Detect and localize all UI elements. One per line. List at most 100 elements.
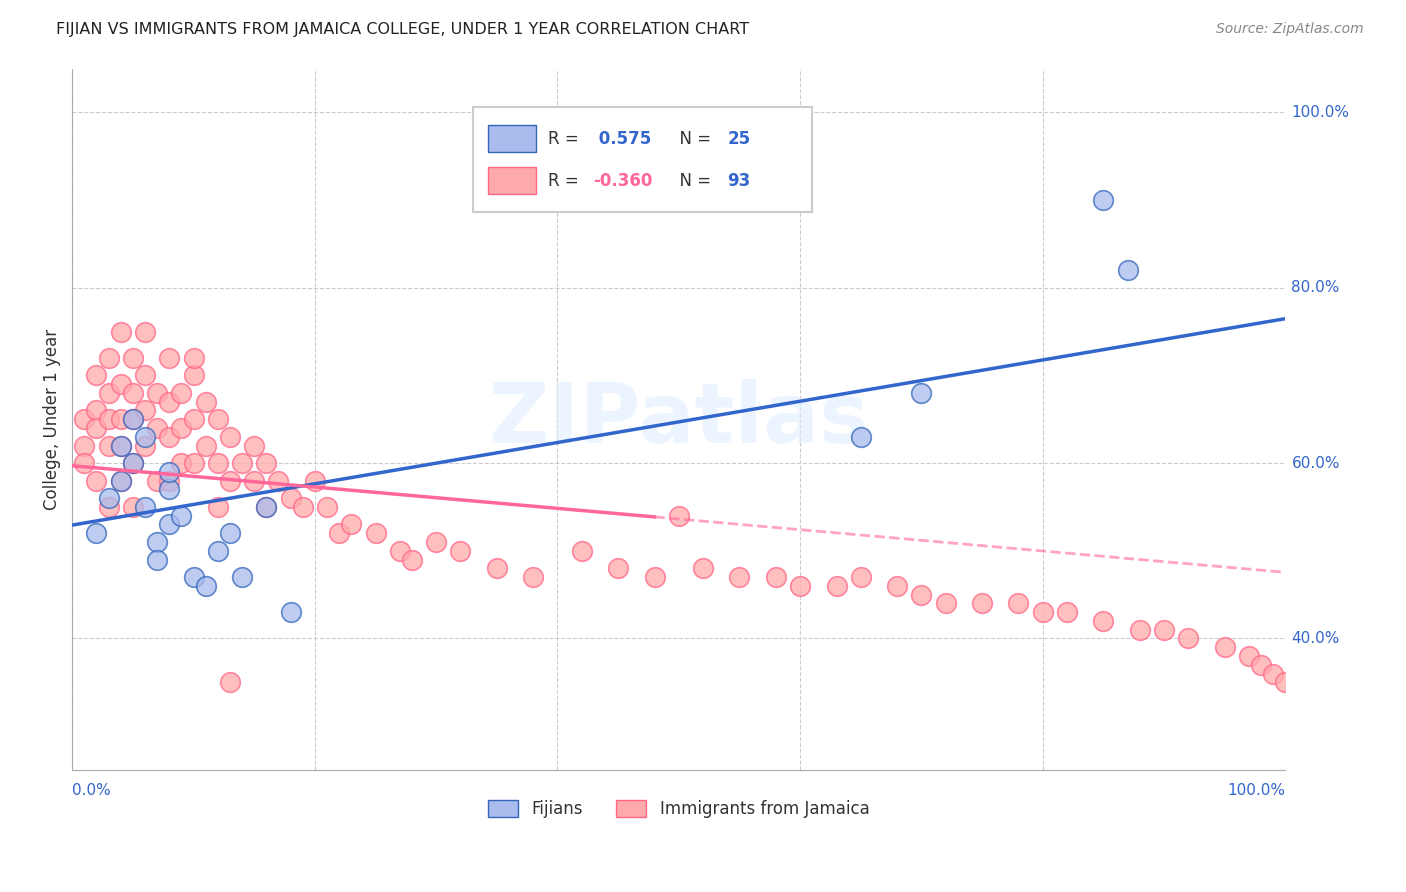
Text: Source: ZipAtlas.com: Source: ZipAtlas.com [1216, 22, 1364, 37]
Point [207, 543, 229, 558]
Point [146, 421, 169, 435]
Point [122, 412, 145, 426]
Point [183, 351, 205, 365]
Point [364, 526, 387, 541]
Point [388, 543, 411, 558]
FancyBboxPatch shape [488, 167, 536, 194]
Point [110, 412, 132, 426]
Text: FIJIAN VS IMMIGRANTS FROM JAMAICA COLLEGE, UNDER 1 YEAR CORRELATION CHART: FIJIAN VS IMMIGRANTS FROM JAMAICA COLLEG… [56, 22, 749, 37]
Point [73, 456, 96, 470]
Point [134, 368, 156, 383]
Point [73, 439, 96, 453]
Point [340, 517, 363, 532]
Point [1250, 657, 1272, 672]
Point [157, 351, 180, 365]
Point [401, 552, 423, 566]
Point [146, 535, 169, 549]
Point [86, 368, 108, 383]
Y-axis label: College, Under 1 year: College, Under 1 year [44, 328, 60, 510]
Point [231, 570, 253, 584]
Point [134, 439, 156, 453]
Point [110, 377, 132, 392]
Point [1092, 614, 1115, 628]
Point [122, 386, 145, 401]
Point [1129, 623, 1152, 637]
Point [825, 579, 848, 593]
Point [207, 456, 229, 470]
Point [170, 456, 193, 470]
Point [449, 543, 471, 558]
Point [1153, 623, 1175, 637]
Point [485, 561, 508, 575]
Point [304, 474, 326, 488]
Point [1116, 263, 1139, 277]
Text: 100.0%: 100.0% [1292, 105, 1350, 120]
Point [183, 368, 205, 383]
Point [110, 325, 132, 339]
Point [157, 474, 180, 488]
Point [194, 394, 217, 409]
Point [86, 474, 108, 488]
Text: N =: N = [669, 129, 717, 148]
Point [1007, 596, 1029, 610]
Point [146, 386, 169, 401]
Point [157, 394, 180, 409]
Point [207, 500, 229, 514]
Point [668, 508, 690, 523]
Text: R =: R = [548, 129, 583, 148]
Point [134, 403, 156, 417]
Point [1177, 632, 1199, 646]
Point [110, 439, 132, 453]
Point [607, 561, 630, 575]
Point [97, 412, 120, 426]
Point [157, 483, 180, 497]
Point [73, 412, 96, 426]
Point [280, 605, 302, 619]
Point [1237, 648, 1260, 663]
Point [194, 579, 217, 593]
Point [291, 500, 314, 514]
Point [134, 430, 156, 444]
Point [97, 439, 120, 453]
Text: ZIPatlas: ZIPatlas [488, 379, 869, 459]
Text: 25: 25 [727, 129, 751, 148]
Point [134, 500, 156, 514]
Point [110, 474, 132, 488]
Point [122, 412, 145, 426]
Point [254, 456, 277, 470]
Point [157, 465, 180, 479]
FancyBboxPatch shape [472, 107, 813, 212]
Point [86, 403, 108, 417]
Point [316, 500, 339, 514]
Point [86, 421, 108, 435]
Point [571, 543, 593, 558]
Point [935, 596, 957, 610]
Point [122, 456, 145, 470]
Text: 0.575: 0.575 [593, 129, 651, 148]
Point [267, 474, 290, 488]
Text: 93: 93 [727, 172, 751, 190]
Point [183, 412, 205, 426]
Point [1274, 675, 1296, 690]
Point [97, 491, 120, 505]
Point [692, 561, 714, 575]
Point [254, 500, 277, 514]
Point [122, 500, 145, 514]
Point [910, 386, 932, 401]
Point [1032, 605, 1054, 619]
Point [183, 456, 205, 470]
Point [765, 570, 787, 584]
Text: -0.360: -0.360 [593, 172, 652, 190]
Point [328, 526, 350, 541]
Point [728, 570, 751, 584]
Point [170, 508, 193, 523]
Point [970, 596, 993, 610]
Legend: Fijians, Immigrants from Jamaica: Fijians, Immigrants from Jamaica [481, 793, 876, 825]
Point [146, 474, 169, 488]
Point [194, 439, 217, 453]
Point [1263, 666, 1285, 681]
Point [1213, 640, 1236, 655]
Point [243, 439, 266, 453]
Point [157, 430, 180, 444]
Text: 80.0%: 80.0% [1292, 280, 1340, 295]
